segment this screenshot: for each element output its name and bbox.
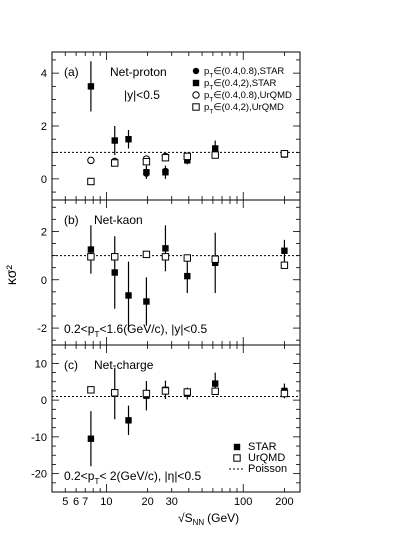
legend-marker — [233, 454, 241, 462]
data-point — [161, 253, 170, 261]
y-tick-label: 10 — [35, 358, 47, 370]
data-point — [211, 151, 219, 159]
data-point — [87, 246, 95, 253]
legend-text: Poisson — [248, 463, 287, 475]
y-tick-label: -10 — [31, 432, 47, 444]
legend-text: pT∈(0.4,2),UrQMD — [204, 102, 284, 115]
data-point — [184, 272, 191, 280]
data-point — [125, 136, 132, 143]
y-tick-label: 2 — [41, 121, 47, 133]
y-tick-label: 4 — [41, 68, 47, 80]
data-point — [212, 145, 219, 152]
x-axis: 5 6 7 10 20 30 100 200 — [62, 496, 293, 508]
panel-b: -2 0 2 (b) Net-kaon 0.2<pT<1.6(GeV/c), |y|<0.… — [37, 199, 301, 346]
data-point — [87, 435, 95, 442]
data-point — [87, 177, 95, 186]
data-point — [212, 380, 219, 387]
data-point — [183, 152, 191, 161]
y-tick-label: 0 — [41, 275, 47, 287]
panel-annotation: |y|<0.5 — [124, 88, 160, 102]
data-point — [87, 83, 95, 90]
data-point — [183, 254, 191, 262]
data-point — [142, 250, 151, 259]
x-axis-label: √SNN (GeV) — [178, 511, 239, 527]
panel-title: Net-charge — [94, 358, 154, 372]
x-tick-label: 5 — [62, 496, 68, 508]
legend-text: UrQMD — [248, 452, 285, 464]
legend-text: pT∈(0.4,0.8),STAR — [204, 66, 284, 79]
data-point — [280, 261, 289, 269]
legend: pT∈(0.4,0.8),STARpT∈(0.4,2),STARpT∈(0.4,… — [192, 66, 292, 115]
data-point — [142, 389, 151, 398]
panel-a: 0 2 4 (a) Net-proton |y|<0.5 pT∈(0.4,0.8),STAR… — [41, 51, 301, 201]
data-point — [143, 298, 150, 305]
legend-text: pT∈(0.4,2),STAR — [204, 78, 277, 91]
legend-marker — [192, 91, 200, 99]
x-axis-label-unit: (GeV) — [207, 511, 239, 525]
panel-title: Net-proton — [110, 65, 167, 79]
legend-marker — [233, 443, 241, 451]
legend-marker — [192, 79, 200, 87]
x-axis-label-sub: NN — [193, 518, 205, 527]
panel-label: (a) — [64, 65, 79, 79]
data-point — [281, 247, 288, 254]
data-point — [161, 154, 170, 162]
panel-label: (b) — [64, 213, 79, 227]
series-urqmd — [87, 386, 289, 398]
data-point — [280, 389, 289, 398]
data-point — [111, 389, 119, 397]
legend-text: STAR — [248, 441, 277, 453]
data-point — [162, 169, 169, 176]
series-p-t-0-4-2-star — [87, 61, 288, 179]
panel-title: Net-kaon — [94, 213, 143, 227]
data-point — [87, 253, 95, 261]
y-tick-label: 2 — [41, 226, 47, 238]
data-point — [111, 253, 119, 261]
x-tick-label: 200 — [275, 496, 293, 508]
data-point — [142, 157, 151, 166]
y-tick-label: -20 — [31, 469, 47, 481]
data-point — [184, 157, 191, 164]
data-point — [211, 387, 219, 396]
panel-label: (c) — [64, 358, 78, 372]
data-point — [111, 137, 118, 144]
data-point — [111, 269, 118, 276]
x-tick-label: 6 — [73, 496, 79, 508]
panel-c: -20 -10 0 10 (c) Net-charge 0.2<pT< 2(GeV/c), … — [31, 344, 301, 493]
x-tick-label: 7 — [82, 496, 88, 508]
data-point — [111, 159, 119, 167]
data-point — [125, 417, 132, 424]
x-tick-label: 100 — [234, 496, 252, 508]
data-point — [87, 386, 95, 394]
panels: 0 2 4 (a) Net-proton |y|<0.5 pT∈(0.4,0.8),STAR… — [31, 51, 301, 493]
panel-annotation: 0.2<pT< 2(GeV/c), |η|<0.5 — [64, 469, 201, 486]
series-urqmd — [87, 250, 289, 269]
y-tick-label: -2 — [37, 323, 47, 335]
x-axis-label-main: √S — [178, 511, 193, 525]
data-point — [143, 169, 150, 176]
legend-marker — [192, 103, 200, 111]
y-tick-label: 0 — [41, 174, 47, 186]
x-tick-label: 10 — [100, 496, 112, 508]
data-point — [162, 245, 169, 252]
x-tick-label: 20 — [141, 496, 153, 508]
series-p-t-0-4-2-urqmd — [87, 150, 289, 186]
x-tick-label: 30 — [166, 496, 178, 508]
data-point — [125, 292, 132, 299]
data-point — [183, 388, 191, 396]
y-axis-label: κσ² — [3, 265, 19, 285]
legend-marker — [192, 67, 200, 75]
data-point — [87, 156, 95, 165]
data-point — [161, 387, 170, 395]
series-star — [87, 225, 288, 330]
legend-text: pT∈(0.4,0.8),UrQMD — [204, 90, 292, 103]
panel-annotation: 0.2<pT<1.6(GeV/c), |y|<0.5 — [64, 322, 207, 339]
data-point — [280, 150, 289, 158]
data-point — [211, 255, 219, 263]
y-tick-label: 0 — [41, 395, 47, 407]
